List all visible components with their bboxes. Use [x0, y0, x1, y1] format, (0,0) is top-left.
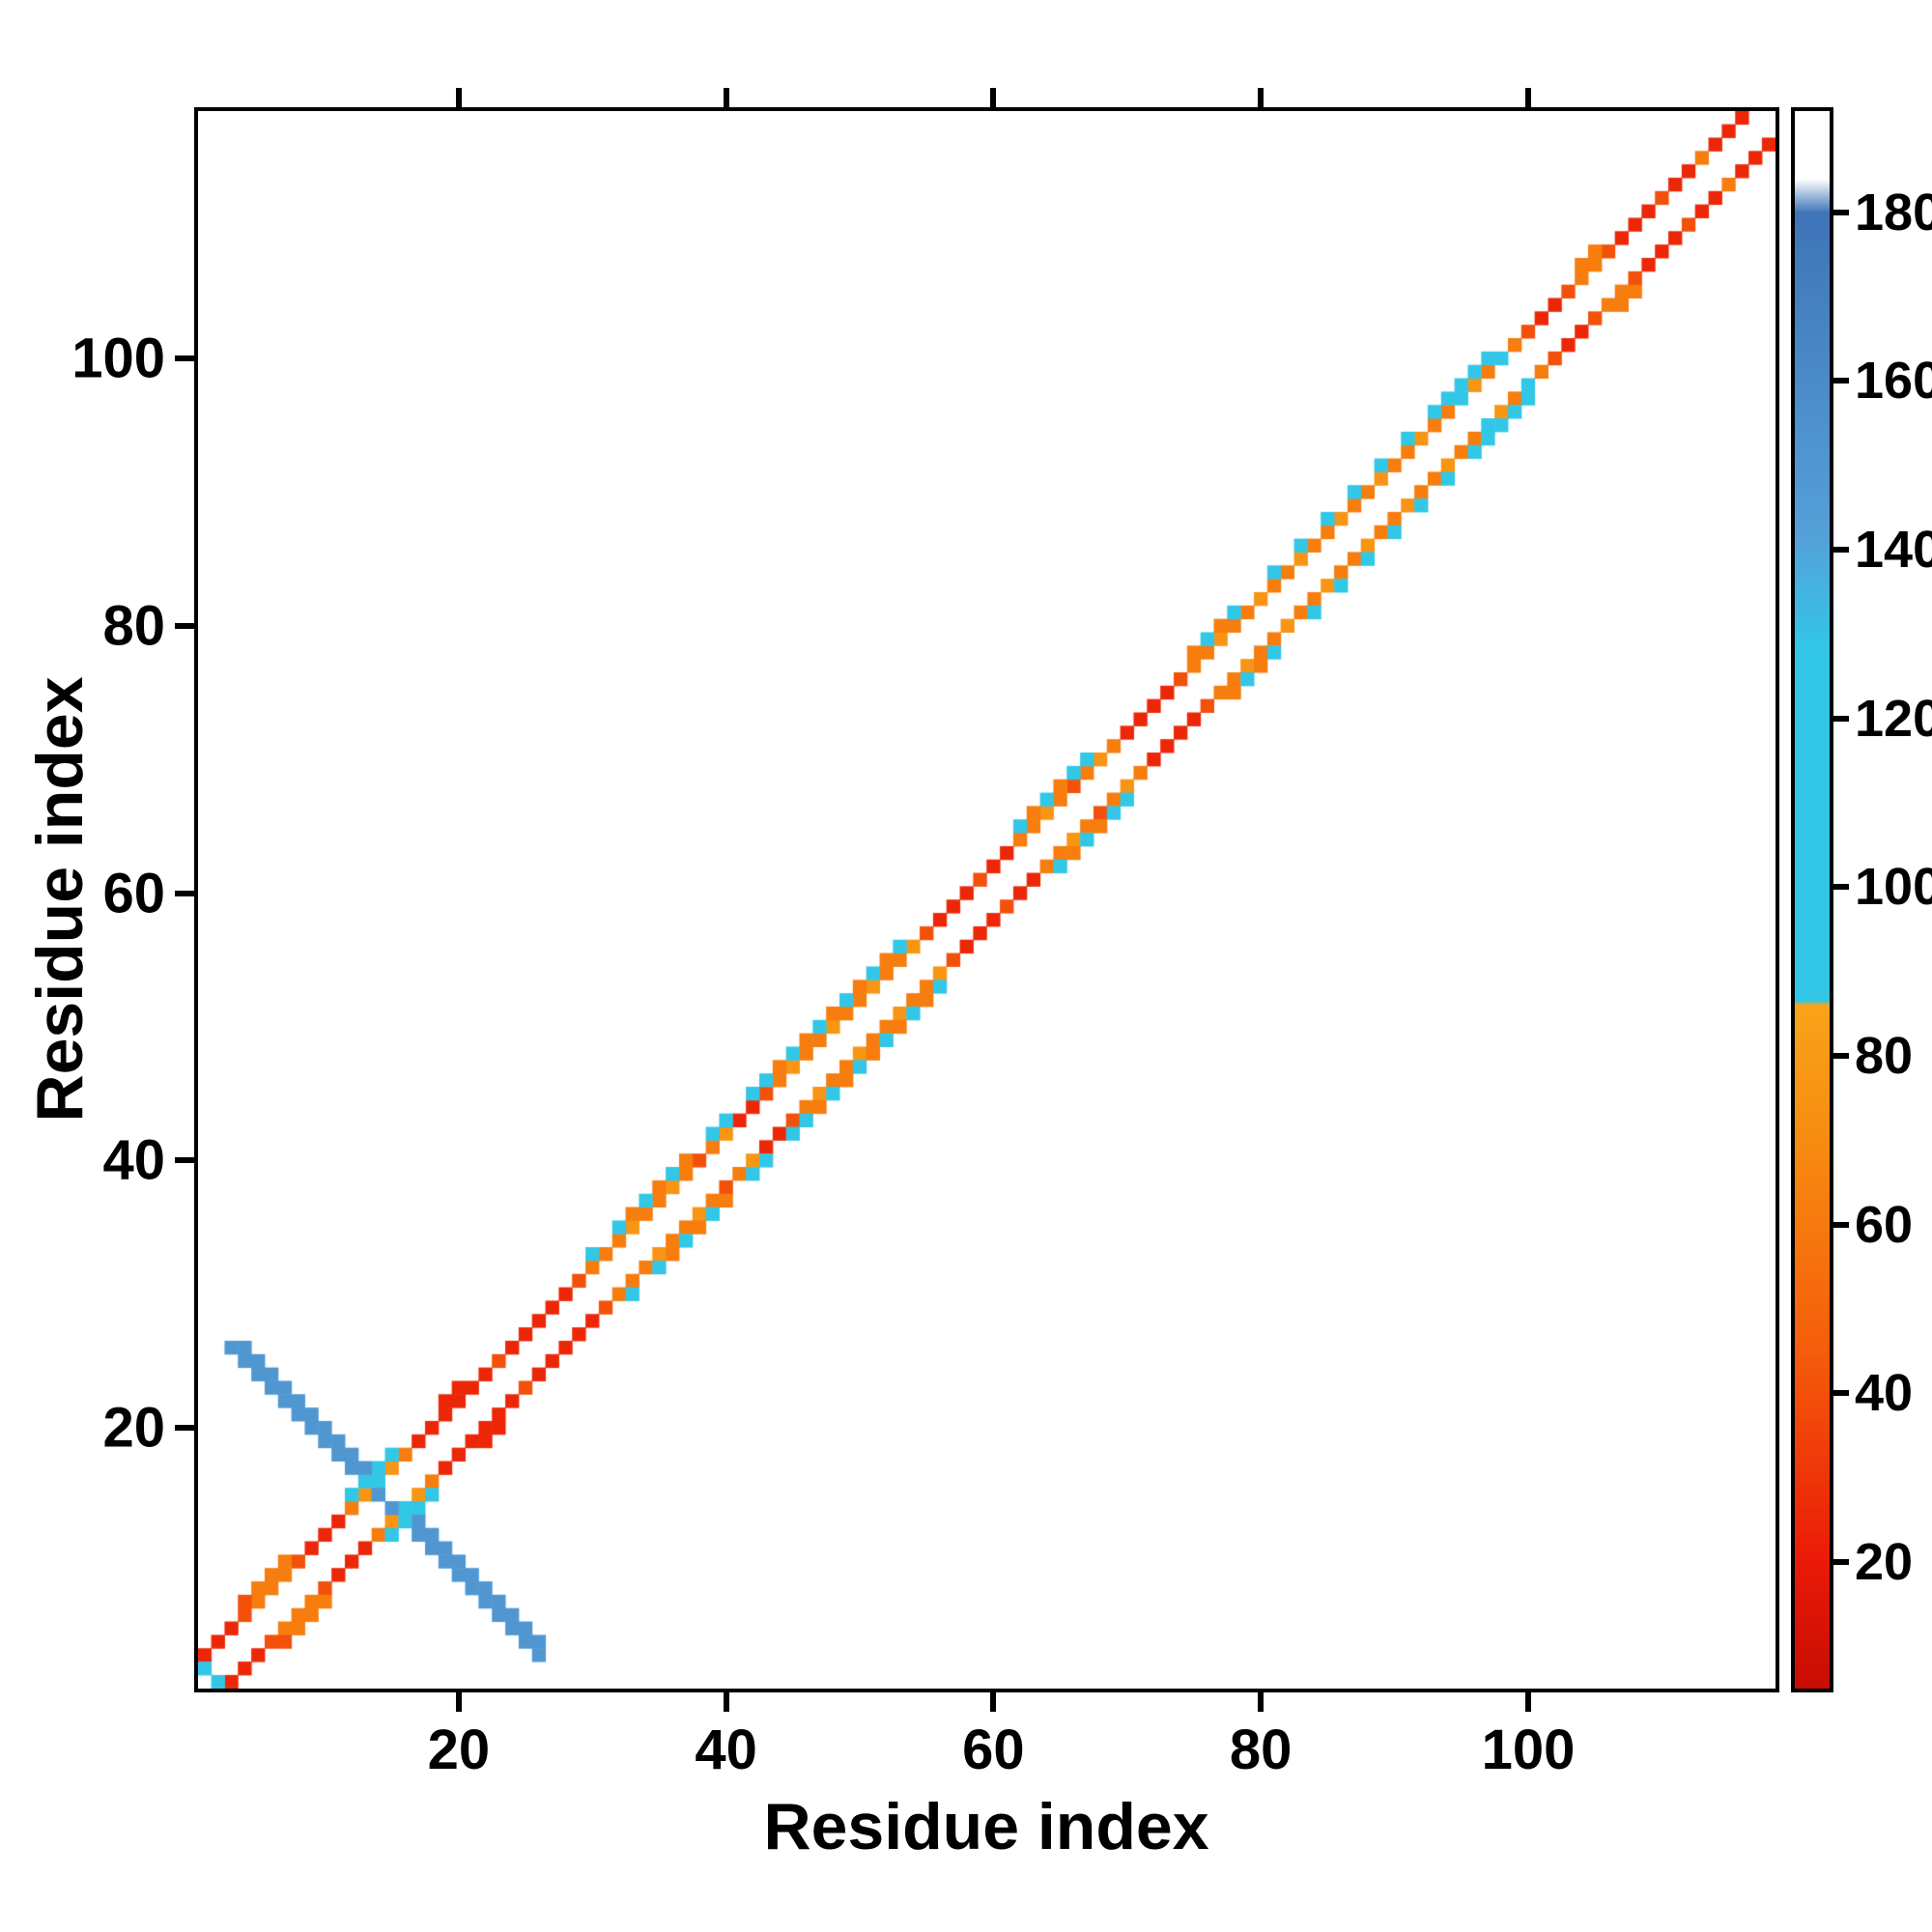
colorbar-tick-mark [1833, 209, 1849, 215]
x-tick-mark [1258, 1692, 1264, 1712]
colorbar-tick-label: 60 [1855, 1195, 1914, 1254]
colorbar-tick-label: 100 [1855, 858, 1932, 917]
x-tick-label: 60 [962, 1719, 1025, 1781]
colorbar-tick-label: 120 [1855, 689, 1932, 748]
heatmap-canvas [198, 111, 1776, 1689]
x-tick-label: 20 [427, 1719, 491, 1781]
colorbar-tick-mark [1833, 547, 1849, 554]
colorbar-tick-label: 40 [1855, 1364, 1914, 1423]
colorbar-tick-label: 140 [1855, 521, 1932, 580]
colorbar-tick-label: 160 [1855, 352, 1932, 411]
y-tick-mark [175, 1157, 194, 1164]
y-tick-label: 60 [102, 862, 165, 925]
colorbar-tick-mark [1833, 378, 1849, 384]
top-tick-mark [1258, 88, 1264, 107]
colorbar-tick-mark [1833, 1053, 1849, 1060]
colorbar-tick-mark [1833, 1221, 1849, 1228]
x-tick-label: 40 [695, 1719, 757, 1781]
colorbar [1791, 107, 1833, 1692]
x-tick-mark [990, 1692, 997, 1712]
y-tick-mark [175, 622, 194, 629]
top-tick-mark [990, 88, 997, 107]
colorbar-tick-mark [1833, 715, 1849, 722]
colorbar-tick-label: 20 [1855, 1533, 1914, 1591]
x-axis-label: Residue index [763, 1790, 1209, 1863]
y-tick-label: 100 [71, 327, 165, 390]
plot-area [194, 107, 1779, 1692]
x-tick-label: 100 [1481, 1719, 1576, 1781]
y-tick-mark [175, 1425, 194, 1432]
top-tick-mark [455, 88, 462, 107]
colorbar-tick-label: 80 [1855, 1027, 1914, 1086]
y-axis-label: Residue index [23, 676, 97, 1122]
colorbar-canvas [1795, 111, 1830, 1689]
x-tick-mark [1524, 1692, 1531, 1712]
colorbar-tick-label: 180 [1855, 183, 1932, 242]
y-tick-label: 20 [102, 1396, 165, 1460]
x-tick-label: 80 [1229, 1719, 1293, 1781]
top-tick-mark [1524, 88, 1531, 107]
y-tick-mark [175, 355, 194, 362]
x-tick-mark [455, 1692, 462, 1712]
y-tick-mark [175, 890, 194, 896]
y-tick-label: 80 [102, 594, 165, 658]
top-tick-mark [723, 88, 729, 107]
colorbar-tick-mark [1833, 1390, 1849, 1397]
x-tick-mark [723, 1692, 729, 1712]
colorbar-tick-mark [1833, 884, 1849, 891]
colorbar-tick-mark [1833, 1559, 1849, 1565]
y-tick-label: 40 [102, 1128, 165, 1192]
